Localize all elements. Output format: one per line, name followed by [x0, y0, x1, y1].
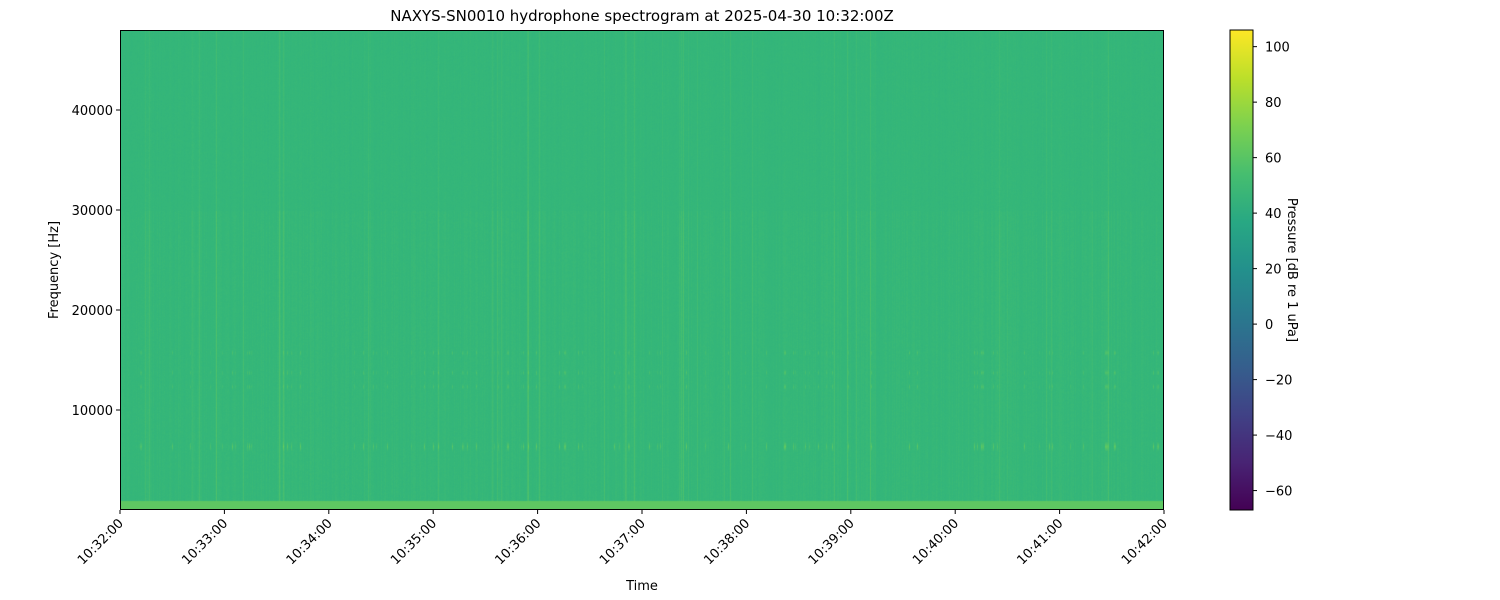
colorbar-tick-label: 60: [1265, 152, 1282, 167]
colorbar-tick-label: −60: [1265, 485, 1292, 500]
colorbar: [1229, 29, 1254, 511]
x-tick-label: 10:34:00: [284, 516, 336, 568]
x-tick-label: 10:41:00: [1015, 516, 1067, 568]
colorbar-tick-label: −40: [1265, 429, 1292, 444]
chart-title: NAXYS-SN0010 hydrophone spectrogram at 2…: [390, 7, 894, 25]
x-axis: 10:32:00 10:33:00 10:34:00 10:35:00 10:36:00…: [75, 510, 1171, 568]
colorbar-axis: −60 −40 −20 0 20 40 60 80 100: [1253, 41, 1292, 500]
x-tick-label: 10:33:00: [179, 516, 231, 568]
colorbar-tick-label: −20: [1265, 374, 1292, 389]
colorbar-tick-label: 20: [1265, 263, 1282, 278]
x-tick-label: 10:37:00: [597, 516, 649, 568]
y-axis: 10000 20000 30000 40000: [72, 104, 120, 419]
y-axis-label: Frequency [Hz]: [47, 221, 62, 319]
x-tick-label: 10:39:00: [806, 516, 858, 568]
colorbar-tick-label: 40: [1265, 207, 1282, 222]
spectrogram-image: [121, 31, 1164, 510]
plot-frame: [120, 30, 1164, 510]
colorbar-label: Pressure [dB re 1 uPa]: [1284, 198, 1299, 342]
x-tick-label: 10:38:00: [701, 516, 753, 568]
y-tick-label: 30000: [72, 204, 113, 219]
x-axis-label: Time: [625, 579, 658, 594]
y-tick-label: 10000: [72, 404, 113, 419]
colorbar-tick-label: 100: [1265, 41, 1290, 56]
x-tick-label: 10:35:00: [388, 516, 440, 568]
x-tick-label: 10:32:00: [75, 516, 127, 568]
colorbar-tick-label: 80: [1265, 96, 1282, 111]
x-tick-label: 10:40:00: [910, 516, 962, 568]
x-tick-label: 10:36:00: [493, 516, 545, 568]
y-tick-label: 40000: [72, 104, 113, 119]
colorbar-tick-label: 0: [1265, 318, 1273, 333]
y-tick-label: 20000: [72, 304, 113, 319]
x-tick-label: 10:42:00: [1119, 516, 1171, 568]
